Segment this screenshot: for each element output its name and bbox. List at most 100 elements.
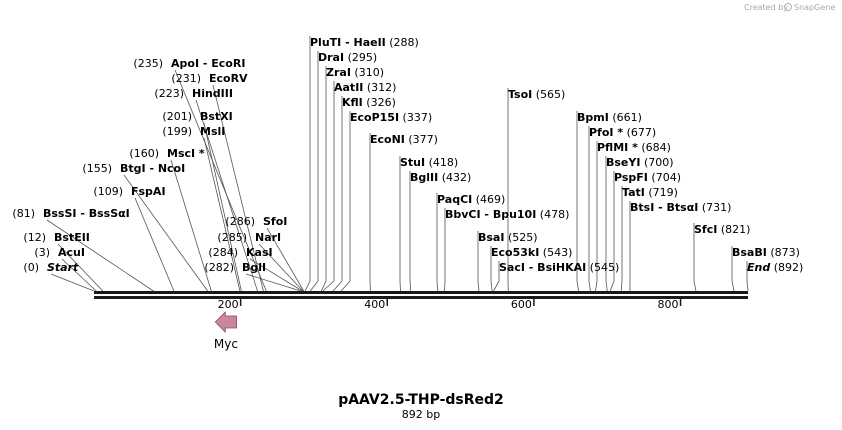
site-name: ApoI - EcoRI [171, 57, 245, 70]
site-label-saci-bsihkai[interactable]: SacI - BsiHKAI (545) [499, 261, 619, 274]
site-position: (525) [504, 231, 537, 244]
site-label-btsi-bts-i[interactable]: BtsI - BtsαI (731) [630, 201, 731, 214]
site-line-pluti-haeii [304, 36, 311, 292]
site-name: BglII [410, 171, 438, 184]
site-name: DraI [318, 51, 344, 64]
site-name: SfcI [694, 223, 717, 236]
site-line-bsssi-bsss-i [46, 219, 154, 292]
site-line-eco53ki [490, 246, 493, 292]
site-line-kasi [249, 258, 303, 292]
site-line-pfoi [588, 126, 591, 292]
site-label-bgli[interactable]: BglI [242, 261, 266, 274]
site-label-sfci[interactable]: SfcI (821) [694, 223, 750, 236]
site-label-kfli[interactable]: KflI (326) [342, 96, 396, 109]
site-line-paqci [436, 193, 439, 292]
site-name: BbvCI - Bpu10I [445, 208, 536, 221]
site-name: BtgI - NcoI [120, 162, 185, 175]
site-label-aatii[interactable]: AatII (312) [334, 81, 396, 94]
site-label-bseyi[interactable]: BseYI (700) [606, 156, 674, 169]
site-label-drai[interactable]: DraI (295) [318, 51, 377, 64]
site-line-nari [258, 243, 304, 292]
site-name: BstEII [54, 231, 90, 244]
site-name: BssSI - BssSαI [43, 207, 130, 220]
site-label-acui[interactable]: AcuI [58, 246, 85, 259]
site-line-sfci [693, 223, 697, 292]
site-label-bpmi[interactable]: BpmI (661) [577, 111, 642, 124]
site-name: MscI * [167, 147, 205, 160]
site-name: TsoI [508, 88, 532, 101]
site-label-tsoi[interactable]: TsoI (565) [508, 88, 565, 101]
site-line-apoi-ecori [174, 69, 267, 292]
site-name: EcoP15I [350, 111, 399, 124]
site-label-pspfi[interactable]: PspFI (704) [614, 171, 681, 184]
site-label-pfoi[interactable]: PfoI * (677) [589, 126, 656, 139]
site-name: End [747, 261, 770, 274]
site-position: (543) [539, 246, 572, 259]
backbone-top-strand [94, 291, 748, 294]
site-name: PfoI * [589, 126, 623, 139]
site-label-nari[interactable]: NarI [255, 231, 281, 244]
site-name: TatI [622, 186, 645, 199]
site-position: (892) [770, 261, 803, 274]
site-line-ecop15i [340, 111, 351, 292]
site-label-pflmi[interactable]: PflMI * (684) [597, 141, 671, 154]
site-label-stui[interactable]: StuI (418) [400, 156, 458, 169]
site-name: KflI [342, 96, 363, 109]
plasmid-name: pAAV2.5-THP-dsRed2 [338, 392, 504, 408]
feature-arrow-myc[interactable] [214, 311, 237, 333]
site-label-bglii[interactable]: BglII (432) [410, 171, 471, 184]
site-line-start [50, 273, 95, 292]
site-label-sfoi[interactable]: SfoI [263, 215, 287, 228]
site-label-econi[interactable]: EcoNI (377) [370, 133, 438, 146]
site-name: KasI [246, 246, 273, 259]
site-position: (684) [638, 141, 671, 154]
site-label-pluti-haeii[interactable]: PluTI - HaeII (288) [310, 36, 419, 49]
site-line-end [746, 261, 749, 292]
site-position: (201) [162, 110, 192, 123]
site-label-bbvci-bpu10i[interactable]: BbvCI - Bpu10I (478) [445, 208, 569, 221]
site-position: (677) [623, 126, 656, 139]
site-name: StuI [400, 156, 425, 169]
site-label-zrai[interactable]: ZraI (310) [326, 66, 384, 79]
site-line-bpmi [576, 111, 580, 292]
site-label-kasi[interactable]: KasI [246, 246, 273, 259]
site-line-bsteii [57, 243, 104, 292]
site-label-bsabi[interactable]: BsaBI (873) [732, 246, 800, 259]
ruler-tick-label: 400 [364, 298, 385, 311]
site-label-bsteii[interactable]: BstEII [54, 231, 90, 244]
site-name: EcoRV [209, 72, 248, 85]
site-label-apoi-ecori[interactable]: ApoI - EcoRI [171, 57, 245, 70]
site-label-end[interactable]: End (892) [747, 261, 803, 274]
site-position: (295) [344, 51, 377, 64]
site-name: Eco53kI [491, 246, 539, 259]
site-name: EcoNI [370, 133, 405, 146]
site-label-start[interactable]: Start [47, 261, 79, 274]
site-name: SfoI [263, 215, 287, 228]
site-label-msli[interactable]: MslI [200, 125, 225, 138]
site-name: ZraI [326, 66, 351, 79]
credit-prefix: Created by [744, 3, 788, 12]
site-label-hindiii[interactable]: HindIII [192, 87, 233, 100]
site-position: (312) [363, 81, 396, 94]
site-label-bsai[interactable]: BsaI (525) [478, 231, 538, 244]
site-position: (231) [171, 72, 201, 85]
site-position: (432) [438, 171, 471, 184]
features[interactable]: Myc [214, 311, 238, 351]
site-label-ecop15i[interactable]: EcoP15I (337) [350, 111, 432, 124]
site-label-eco53ki[interactable]: Eco53kI (543) [491, 246, 572, 259]
site-line-acui [61, 258, 97, 292]
snapgene-logo-icon [784, 3, 792, 11]
site-line-tati [620, 186, 623, 292]
site-label-bstxi[interactable]: BstXI [200, 110, 233, 123]
site-label-ecorv[interactable]: EcoRV [209, 72, 248, 85]
site-line-bstxi [203, 122, 242, 292]
site-name: BpmI [577, 111, 609, 124]
site-label-paqci[interactable]: PaqCI (469) [437, 193, 505, 206]
site-label-btgi-ncoi[interactable]: BtgI - NcoI [120, 162, 185, 175]
site-label-fspai[interactable]: FspAI [131, 185, 166, 198]
site-label-bsssi-bsss-i[interactable]: BssSI - BssSαI [43, 207, 130, 220]
site-label-tati[interactable]: TatI (719) [622, 186, 678, 199]
site-name: NarI [255, 231, 281, 244]
site-label-msci[interactable]: MscI * [167, 147, 205, 160]
